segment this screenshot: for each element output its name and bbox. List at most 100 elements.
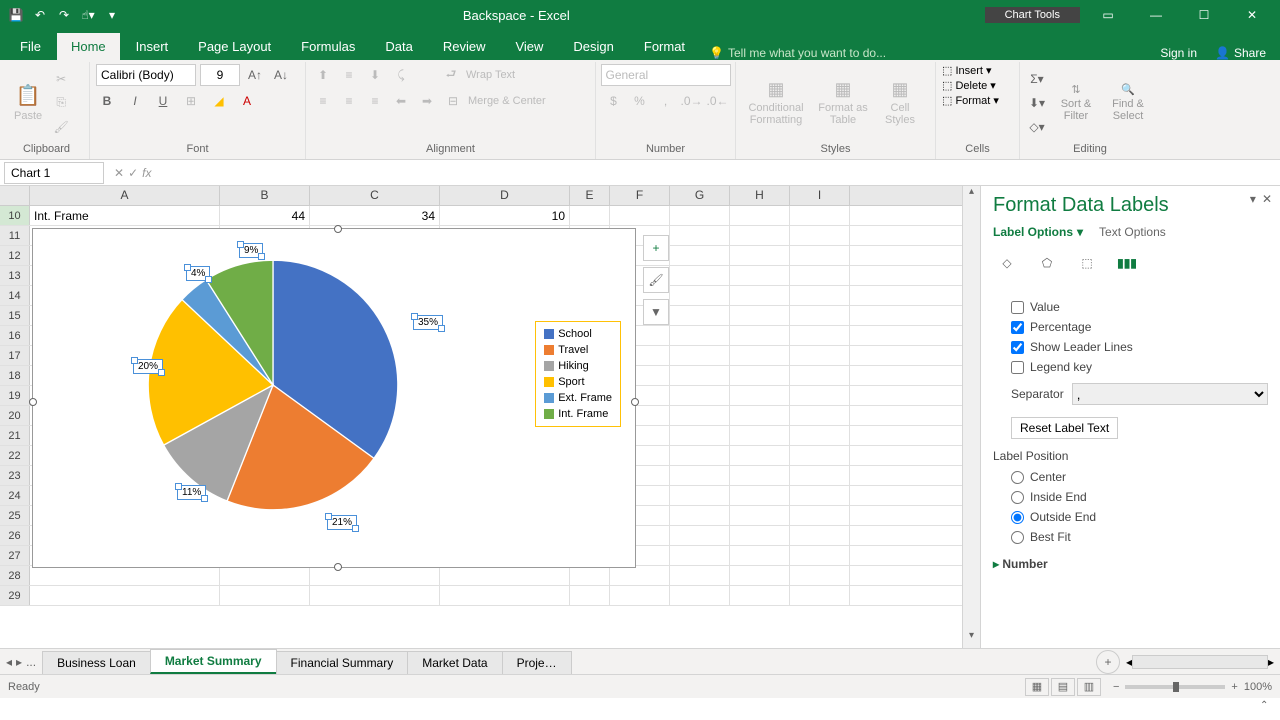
- percentage-checkbox[interactable]: Percentage: [1011, 317, 1268, 337]
- cell[interactable]: [790, 366, 850, 385]
- col-header[interactable]: E: [570, 186, 610, 205]
- cell[interactable]: [670, 506, 730, 525]
- cell[interactable]: [610, 566, 670, 585]
- delete-cells-button[interactable]: ⬚ Delete ▾: [942, 79, 996, 92]
- cell[interactable]: 34: [310, 206, 440, 225]
- cell[interactable]: [670, 266, 730, 285]
- redo-icon[interactable]: ↷: [54, 5, 74, 25]
- enter-formula-icon[interactable]: ✓: [128, 166, 138, 180]
- cell[interactable]: [790, 466, 850, 485]
- tab-page-layout[interactable]: Page Layout: [184, 33, 285, 60]
- col-header[interactable]: B: [220, 186, 310, 205]
- leader-lines-checkbox[interactable]: Show Leader Lines: [1011, 337, 1268, 357]
- cell[interactable]: [730, 526, 790, 545]
- sheet-tab[interactable]: Financial Summary: [276, 651, 409, 674]
- underline-button[interactable]: U: [152, 90, 174, 112]
- inc-decimal-icon[interactable]: .0→: [681, 90, 703, 112]
- row-header[interactable]: 18: [0, 366, 30, 385]
- normal-view-icon[interactable]: ▦: [1025, 678, 1049, 696]
- minimize-icon[interactable]: —: [1136, 0, 1176, 30]
- vertical-scrollbar[interactable]: ▴ ▾: [962, 186, 980, 648]
- cell[interactable]: [790, 226, 850, 245]
- merge-center-button[interactable]: Merge & Center: [468, 95, 546, 107]
- cell[interactable]: [670, 226, 730, 245]
- cell[interactable]: [440, 566, 570, 585]
- cut-icon[interactable]: ✂: [50, 68, 72, 90]
- cell[interactable]: [790, 486, 850, 505]
- legend-item[interactable]: Travel: [544, 342, 612, 358]
- row-header[interactable]: 21: [0, 426, 30, 445]
- row-header[interactable]: 14: [0, 286, 30, 305]
- cell[interactable]: [310, 586, 440, 605]
- sheet-tab[interactable]: Market Data: [407, 651, 502, 674]
- tellme-input[interactable]: 💡Tell me what you want to do...: [701, 46, 894, 60]
- hscroll-right-icon[interactable]: ▸: [1268, 655, 1274, 669]
- row-header[interactable]: 28: [0, 566, 30, 585]
- sheet-tab[interactable]: Market Summary: [150, 649, 277, 674]
- cell[interactable]: [790, 406, 850, 425]
- cell[interactable]: [310, 566, 440, 585]
- cell[interactable]: [730, 586, 790, 605]
- cell[interactable]: [730, 286, 790, 305]
- tab-format[interactable]: Format: [630, 33, 699, 60]
- data-label[interactable]: 35%: [413, 315, 443, 330]
- cell[interactable]: [730, 506, 790, 525]
- tab-design[interactable]: Design: [559, 33, 627, 60]
- tab-file[interactable]: File: [6, 33, 55, 60]
- col-header[interactable]: D: [440, 186, 570, 205]
- legend-item[interactable]: Int. Frame: [544, 406, 612, 422]
- number-section[interactable]: Number: [993, 553, 1268, 575]
- autosum-icon[interactable]: Σ▾: [1026, 68, 1048, 90]
- cell[interactable]: Int. Frame: [30, 206, 220, 225]
- number-format-select[interactable]: [601, 64, 731, 86]
- cell[interactable]: [670, 426, 730, 445]
- cell-styles-button[interactable]: ▦Cell Styles: [876, 77, 924, 128]
- touch-icon[interactable]: ☝︎▾: [78, 5, 98, 25]
- qat-more-icon[interactable]: ▾: [102, 5, 122, 25]
- col-header[interactable]: C: [310, 186, 440, 205]
- tab-home[interactable]: Home: [57, 33, 120, 60]
- cell[interactable]: [730, 446, 790, 465]
- chart-object[interactable]: 35%21%11%20%4%9% SchoolTravelHikingSport…: [32, 228, 636, 568]
- data-label[interactable]: 11%: [177, 485, 206, 500]
- cell[interactable]: [790, 266, 850, 285]
- cell[interactable]: [220, 586, 310, 605]
- cell[interactable]: 10: [440, 206, 570, 225]
- cell[interactable]: [730, 346, 790, 365]
- orientation-icon[interactable]: ⤹: [390, 64, 412, 86]
- format-cells-button[interactable]: ⬚ Format ▾: [942, 94, 999, 107]
- indent-inc-icon[interactable]: ➡: [416, 90, 438, 112]
- chart-styles-button[interactable]: 🖌: [643, 267, 669, 293]
- page-break-view-icon[interactable]: ▥: [1077, 678, 1101, 696]
- name-box[interactable]: [4, 162, 104, 184]
- tab-data[interactable]: Data: [371, 33, 426, 60]
- cell[interactable]: [790, 286, 850, 305]
- cell[interactable]: [570, 206, 610, 225]
- row-header[interactable]: 20: [0, 406, 30, 425]
- align-right-icon[interactable]: ≡: [364, 90, 386, 112]
- legend-item[interactable]: Sport: [544, 374, 612, 390]
- label-options-tab[interactable]: Label Options ▾: [993, 225, 1083, 239]
- cell[interactable]: [30, 566, 220, 585]
- italic-button[interactable]: I: [124, 90, 146, 112]
- cell[interactable]: [790, 206, 850, 225]
- position-inside-end-radio[interactable]: Inside End: [1011, 487, 1268, 507]
- col-header[interactable]: A: [30, 186, 220, 205]
- scroll-up-icon[interactable]: ▴: [963, 186, 980, 204]
- fx-icon[interactable]: fx: [142, 166, 151, 180]
- undo-icon[interactable]: ↶: [30, 5, 50, 25]
- cancel-formula-icon[interactable]: ✕: [114, 166, 124, 180]
- align-middle-icon[interactable]: ≡: [338, 64, 360, 86]
- tab-formulas[interactable]: Formulas: [287, 33, 369, 60]
- cell[interactable]: [730, 206, 790, 225]
- data-label[interactable]: 21%: [327, 515, 357, 530]
- formula-input[interactable]: [157, 162, 1280, 184]
- zoom-slider[interactable]: [1125, 685, 1225, 689]
- cell[interactable]: [670, 206, 730, 225]
- cell[interactable]: [730, 226, 790, 245]
- cell[interactable]: [30, 586, 220, 605]
- format-painter-icon[interactable]: 🖌: [50, 116, 72, 138]
- pie-chart[interactable]: [143, 255, 403, 515]
- tab-more-icon[interactable]: ...: [26, 655, 36, 669]
- font-name-select[interactable]: [96, 64, 196, 86]
